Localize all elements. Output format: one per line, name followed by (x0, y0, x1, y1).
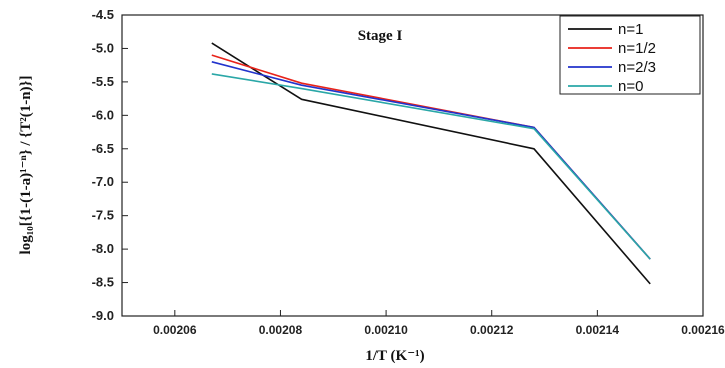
plot-frame (121, 14, 704, 317)
y-tick-label: -7.5 (92, 208, 114, 223)
y-axis-title: log₁₀[{1-(1-a)¹⁻ⁿ} / {T²(1-n)}] (18, 76, 34, 255)
legend: n=1 n=1/2 n=2/3 n=0 (559, 15, 701, 95)
x-tick-label: 0.00212 (470, 323, 514, 337)
legend-label: n=0 (618, 78, 643, 95)
x-tick-label: 0.00214 (576, 323, 620, 337)
y-tick-label: -5.0 (92, 40, 114, 55)
legend-label: n=1 (618, 21, 643, 38)
y-tick-label: -8.5 (92, 275, 114, 290)
series-line-3 (211, 73, 651, 260)
x-axis-title: 1/T (K⁻¹) (365, 348, 424, 364)
axis-ticks: -4.5 -5.0 -5.5 -6.0 -6.5 -7.0 -7.5 -8.0 -8.5 -9.0… (92, 7, 725, 337)
y-tick-label: -5.5 (92, 74, 114, 89)
legend-label: n=2/3 (618, 59, 656, 76)
series-lines (211, 42, 651, 285)
y-tick-label: -6.0 (92, 107, 114, 122)
x-tick-label: 0.00216 (681, 323, 725, 337)
y-tick-label: -8.0 (92, 241, 114, 256)
y-tick-label: -9.0 (92, 308, 114, 323)
y-tick-label: -7.0 (92, 174, 114, 189)
x-tick-label: 0.00210 (364, 323, 408, 337)
chart-title: Stage I (358, 28, 403, 44)
x-tick-label: 0.00206 (153, 323, 197, 337)
series-line-0 (211, 42, 651, 285)
legend-label: n=1/2 (618, 40, 656, 57)
y-tick-label: -6.5 (92, 141, 114, 156)
y-tick-label: -4.5 (92, 7, 114, 22)
x-tick-label: 0.00208 (259, 323, 303, 337)
